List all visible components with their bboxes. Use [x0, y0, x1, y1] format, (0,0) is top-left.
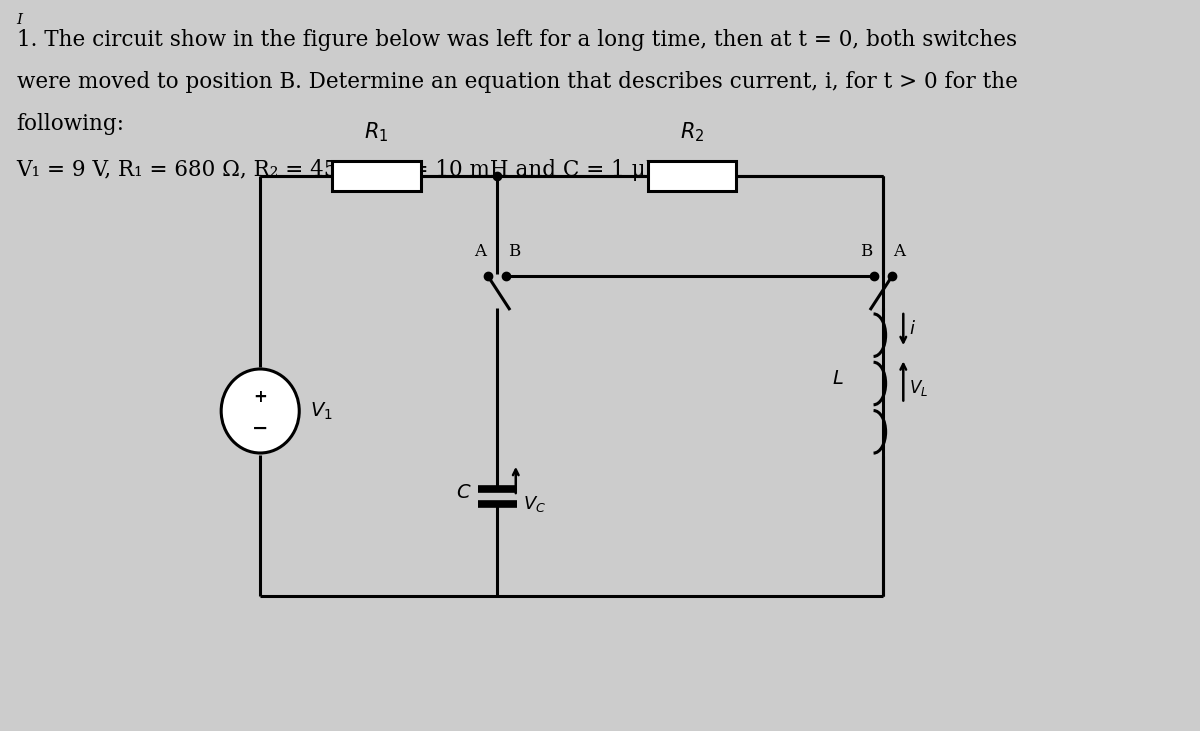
Text: $V_1$: $V_1$ [311, 401, 334, 422]
Text: $R_1$: $R_1$ [364, 121, 389, 144]
Text: A: A [894, 243, 906, 260]
Text: 1. The circuit show in the figure below was left for a long time, then at t = 0,: 1. The circuit show in the figure below … [17, 29, 1016, 51]
Text: following:: following: [17, 113, 125, 135]
Text: A: A [474, 243, 486, 260]
Text: $V_L$: $V_L$ [908, 379, 928, 398]
Circle shape [221, 369, 299, 453]
Text: $R_2$: $R_2$ [680, 121, 704, 144]
Text: $V_C$: $V_C$ [523, 494, 546, 514]
Text: $L$: $L$ [832, 369, 844, 387]
Text: B: B [860, 243, 872, 260]
Bar [648, 161, 737, 191]
Text: B: B [508, 243, 520, 260]
Text: $C$: $C$ [456, 484, 472, 502]
Bar [332, 161, 420, 191]
Text: were moved to position B. Determine an equation that describes current, i, for t: were moved to position B. Determine an e… [17, 71, 1018, 93]
Text: V₁ = 9 V, R₁ = 680 Ω, R₂ = 450 Ω, L = 10 mH and C = 1 μF;.: V₁ = 9 V, R₁ = 680 Ω, R₂ = 450 Ω, L = 10… [17, 159, 674, 181]
Text: −: − [252, 419, 269, 437]
Text: $i$: $i$ [908, 320, 916, 338]
Text: I: I [17, 13, 23, 27]
Text: +: + [253, 388, 268, 406]
